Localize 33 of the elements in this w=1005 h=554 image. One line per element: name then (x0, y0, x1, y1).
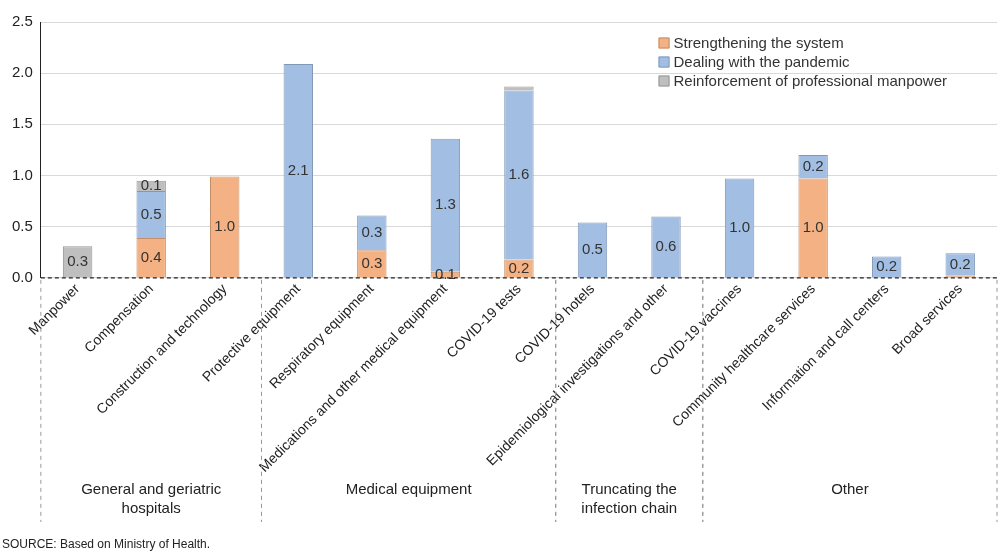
data-label: 0.3 (67, 251, 89, 269)
data-label: 0.2 (876, 257, 898, 275)
y-tick-label: 1.0 (11, 165, 33, 183)
data-label: 1.0 (802, 218, 824, 236)
data-label: 0.3 (361, 253, 383, 271)
y-tick-label: 2.5 (11, 12, 33, 30)
legend-label: Dealing with the pandemic (673, 52, 850, 70)
data-label: 1.3 (434, 195, 456, 213)
legend-label: Reinforcement of professional manpower (673, 71, 948, 89)
y-tick-label: 1.5 (11, 114, 33, 132)
data-label: 1.0 (729, 218, 751, 236)
data-label: 0.2 (508, 258, 530, 276)
data-label: 2.1 (287, 160, 309, 178)
data-label: 0.5 (140, 204, 162, 222)
data-label: 0.5 (582, 240, 603, 258)
source-note: SOURCE: Based on Ministry of Health. (2, 537, 211, 551)
text: Medical equipment (345, 480, 473, 498)
y-tick-label: 0.5 (11, 216, 33, 234)
data-label: 0.1 (434, 264, 456, 282)
text: Other (831, 480, 869, 498)
y-tick-label: 0.0 (11, 268, 33, 286)
data-label: 0.3 (361, 222, 383, 240)
legend-label: Strengthening the system (673, 33, 844, 51)
data-label: 0.4 (140, 247, 162, 265)
y-tick-label: 2.0 (11, 63, 33, 81)
text: General and geriatric hospitals (81, 480, 222, 517)
data-label: 0.2 (802, 156, 824, 174)
data-label: 1.0 (214, 217, 236, 235)
data-label: 0.2 (949, 254, 971, 272)
data-label: 1.6 (508, 165, 530, 183)
text: Truncating the infection chain (581, 480, 678, 517)
data-label: 0.1 (140, 175, 162, 193)
data-label: 0.6 (655, 237, 677, 255)
